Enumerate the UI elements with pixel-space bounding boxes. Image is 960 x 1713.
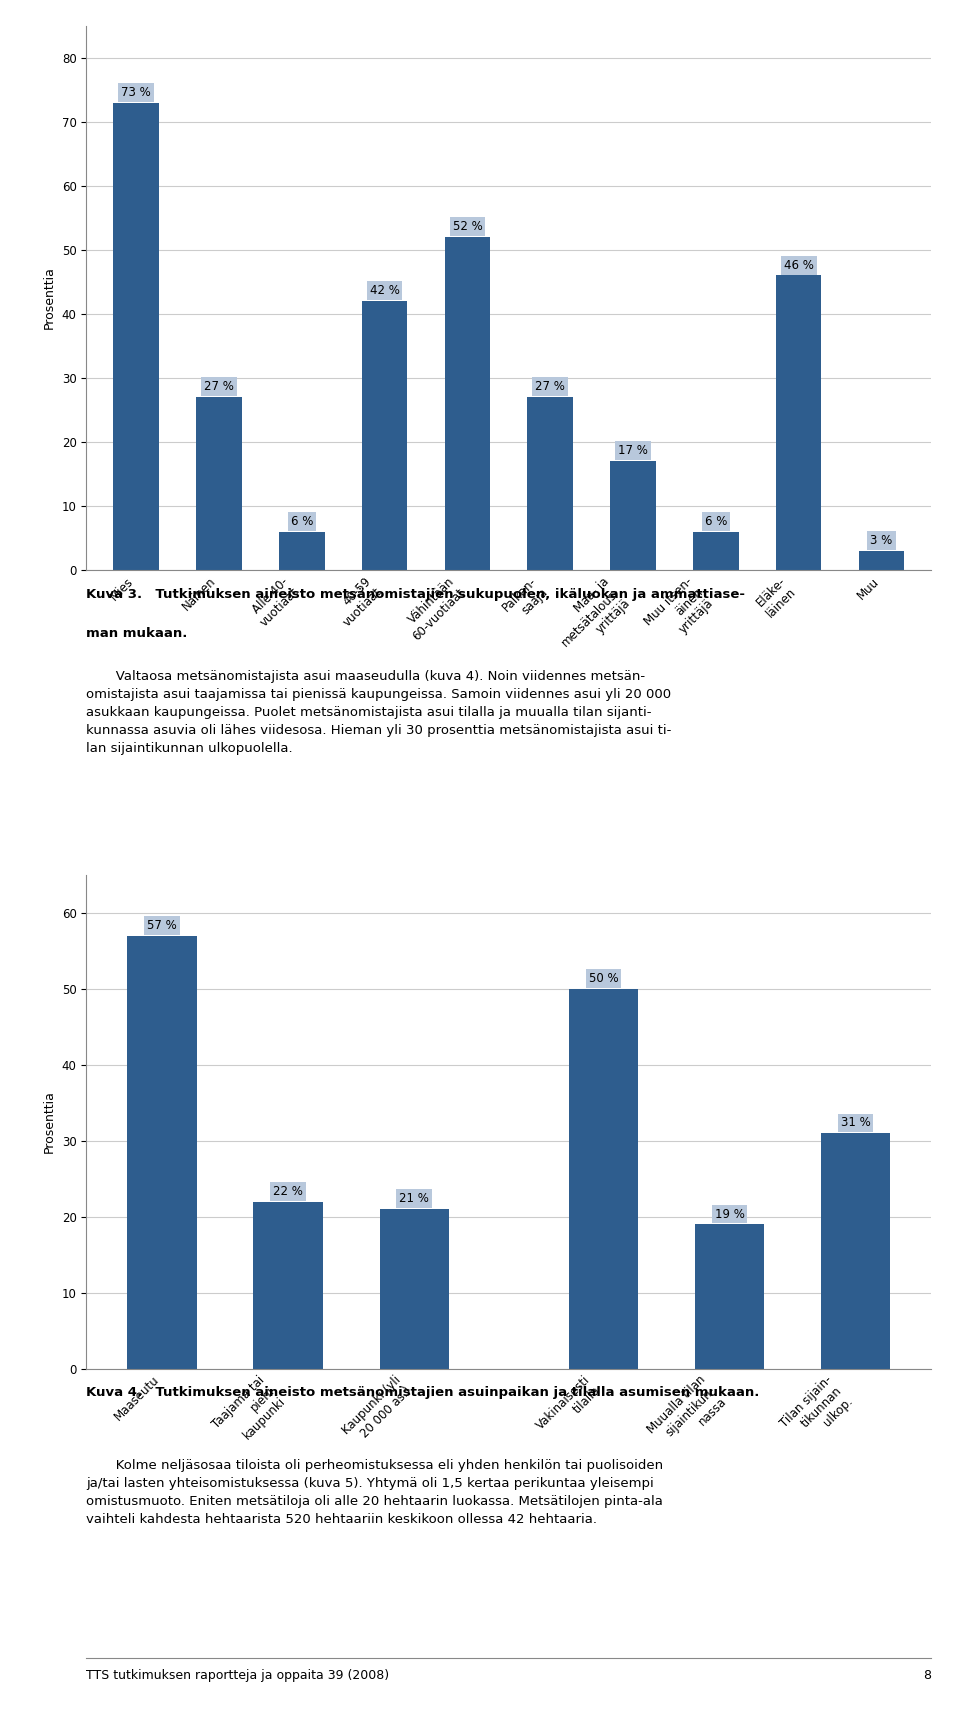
Text: TTS tutkimuksen raportteja ja oppaita 39 (2008): TTS tutkimuksen raportteja ja oppaita 39… <box>86 1668 390 1682</box>
Text: Kolme neljäsosaa tiloista oli perheomistuksessa eli yhden henkilön tai puolisoid: Kolme neljäsosaa tiloista oli perheomist… <box>86 1458 663 1526</box>
Text: 27 %: 27 % <box>536 380 565 394</box>
Bar <box>362 301 407 570</box>
Bar <box>693 531 738 570</box>
Bar <box>527 397 573 570</box>
Text: 73 %: 73 % <box>121 86 151 99</box>
Text: 19 %: 19 % <box>714 1208 744 1221</box>
Bar <box>128 935 197 1369</box>
Text: Valtaosa metsänomistajista asui maaseudulla (kuva 4). Noin viidennes metsän-
omi: Valtaosa metsänomistajista asui maaseudu… <box>86 670 672 755</box>
Bar <box>196 397 242 570</box>
Bar <box>568 988 638 1369</box>
Bar <box>695 1225 764 1369</box>
Bar <box>859 552 904 570</box>
Text: 31 %: 31 % <box>841 1117 871 1129</box>
Bar <box>444 236 491 570</box>
Y-axis label: Prosenttia: Prosenttia <box>43 267 57 329</box>
Text: 57 %: 57 % <box>147 920 177 932</box>
Bar <box>776 276 822 570</box>
Text: 46 %: 46 % <box>783 259 814 272</box>
Text: 3 %: 3 % <box>871 534 893 546</box>
Text: 50 %: 50 % <box>588 973 618 985</box>
Text: 27 %: 27 % <box>204 380 234 394</box>
Text: 21 %: 21 % <box>399 1192 429 1206</box>
Text: Kuva 4. Tutkimuksen aineisto metsänomistajien asuinpaikan ja tilalla asumisen mu: Kuva 4. Tutkimuksen aineisto metsänomist… <box>86 1386 759 1400</box>
Text: 6 %: 6 % <box>291 514 313 528</box>
Bar <box>253 1201 323 1369</box>
Text: man mukaan.: man mukaan. <box>86 627 188 639</box>
Bar <box>379 1209 449 1369</box>
Text: 22 %: 22 % <box>274 1185 303 1197</box>
Y-axis label: Prosenttia: Prosenttia <box>43 1091 57 1153</box>
Text: 6 %: 6 % <box>705 514 727 528</box>
Bar <box>279 531 324 570</box>
Text: 42 %: 42 % <box>370 284 399 298</box>
Bar <box>821 1134 890 1369</box>
Text: 52 %: 52 % <box>452 221 482 233</box>
Bar <box>611 461 656 570</box>
Text: 8: 8 <box>924 1668 931 1682</box>
Bar <box>113 103 158 570</box>
Text: 17 %: 17 % <box>618 444 648 457</box>
Text: Kuva 3. Tutkimuksen aineisto metsänomistajien sukupuolen, ikäluokan ja ammattias: Kuva 3. Tutkimuksen aineisto metsänomist… <box>86 588 745 601</box>
